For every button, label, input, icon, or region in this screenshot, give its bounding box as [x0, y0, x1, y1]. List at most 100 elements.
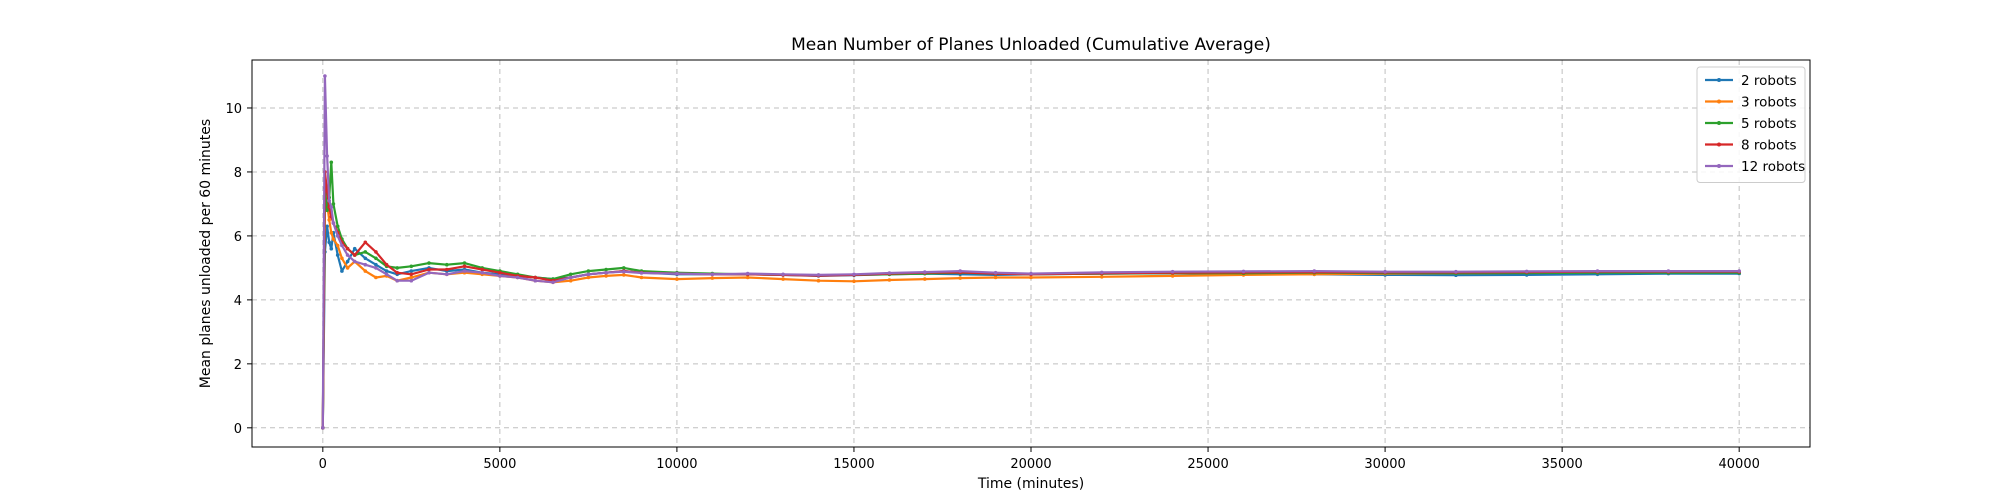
data-point: [363, 240, 368, 245]
y-tick-label: 8: [234, 166, 242, 181]
legend-label: 8 robots: [1741, 138, 1797, 154]
data-point: [993, 270, 998, 275]
chart-title: Mean Number of Planes Unloaded (Cumulati…: [791, 35, 1271, 55]
y-axis-title: Mean planes unloaded per 60 minutes: [198, 119, 214, 388]
data-point: [329, 205, 334, 209]
data-point: [409, 264, 414, 269]
data-point: [321, 426, 325, 430]
data-point: [345, 259, 350, 264]
data-point: [923, 277, 927, 281]
data-point: [568, 278, 573, 283]
data-point: [586, 272, 591, 277]
legend-marker: [1717, 78, 1721, 82]
data-point: [323, 74, 327, 78]
data-point: [331, 202, 336, 206]
series-lines: [321, 74, 1741, 430]
data-point: [1524, 269, 1529, 274]
data-point: [1170, 274, 1175, 278]
data-point: [675, 277, 679, 281]
data-point: [462, 264, 467, 269]
data-point: [533, 275, 538, 280]
data-point: [329, 246, 334, 251]
data-point: [515, 275, 520, 280]
data-point: [480, 270, 485, 275]
x-tick-label: 10000: [656, 457, 697, 472]
data-point: [327, 218, 332, 222]
data-point: [329, 160, 334, 165]
x-tick-label: 30000: [1364, 457, 1405, 472]
data-point: [409, 275, 414, 280]
data-point: [745, 271, 750, 276]
data-point: [1241, 269, 1246, 274]
data-point: [427, 261, 431, 265]
data-point: [533, 278, 538, 283]
data-point: [352, 259, 357, 264]
data-point: [498, 274, 502, 278]
legend-item: 2 robots: [1705, 73, 1797, 89]
data-point: [384, 269, 389, 273]
data-point: [1383, 269, 1387, 274]
data-point: [340, 243, 344, 248]
data-point: [1029, 275, 1033, 280]
data-point: [374, 262, 378, 267]
data-point: [374, 250, 378, 254]
data-point: [993, 275, 998, 280]
data-point: [325, 208, 329, 213]
data-point: [887, 278, 892, 282]
data-point: [395, 266, 400, 270]
data-point: [1029, 271, 1033, 276]
data-point: [335, 243, 340, 248]
data-point: [480, 267, 485, 272]
x-axis-title: Time (minutes): [977, 476, 1084, 492]
data-point: [340, 256, 344, 261]
data-point: [345, 266, 350, 270]
data-point: [335, 224, 340, 229]
data-point: [409, 269, 414, 273]
data-point: [816, 278, 821, 283]
legend-item: 5 robots: [1705, 116, 1797, 132]
data-point: [852, 279, 856, 284]
data-point: [331, 237, 336, 241]
data-point: [327, 240, 332, 245]
legend: 2 robots 3 robots 5 robots 8 robots 12 robot…: [1696, 66, 1806, 183]
x-axis: 0 5000 10000 15000 20000 25000 30000 35000 40000: [319, 447, 1760, 472]
data-point: [374, 275, 378, 280]
data-point: [327, 198, 332, 203]
data-point: [887, 271, 892, 275]
y-tick-label: 10: [225, 102, 242, 117]
data-point: [325, 154, 329, 158]
data-point: [384, 262, 389, 267]
data-point: [409, 278, 414, 283]
data-point: [445, 272, 449, 277]
data-point: [639, 275, 644, 280]
legend-label: 12 robots: [1741, 159, 1805, 175]
legend-item: 3 robots: [1705, 95, 1797, 111]
data-point: [622, 269, 626, 274]
legend-marker: [1717, 142, 1721, 147]
data-point: [335, 234, 340, 238]
data-point: [622, 266, 626, 270]
data-point: [384, 272, 389, 277]
data-point: [1737, 269, 1741, 273]
legend-box: [1696, 66, 1806, 183]
data-point: [958, 269, 962, 273]
data-point: [363, 269, 368, 273]
data-point: [586, 275, 591, 280]
data-point: [1454, 269, 1458, 274]
data-point: [745, 275, 750, 280]
data-point: [395, 278, 400, 283]
data-point: [335, 253, 340, 257]
data-point: [568, 275, 573, 280]
data-point: [1312, 269, 1317, 273]
data-point: [958, 276, 962, 280]
x-tick-label: 40000: [1719, 457, 1760, 472]
data-point: [363, 250, 368, 254]
data-point: [710, 276, 715, 280]
data-point: [568, 272, 573, 277]
data-point: [1595, 269, 1600, 273]
series-12-robots: [321, 74, 1741, 430]
data-point: [345, 253, 350, 257]
y-axis: 0 2 4 6 8 10: [225, 102, 252, 437]
